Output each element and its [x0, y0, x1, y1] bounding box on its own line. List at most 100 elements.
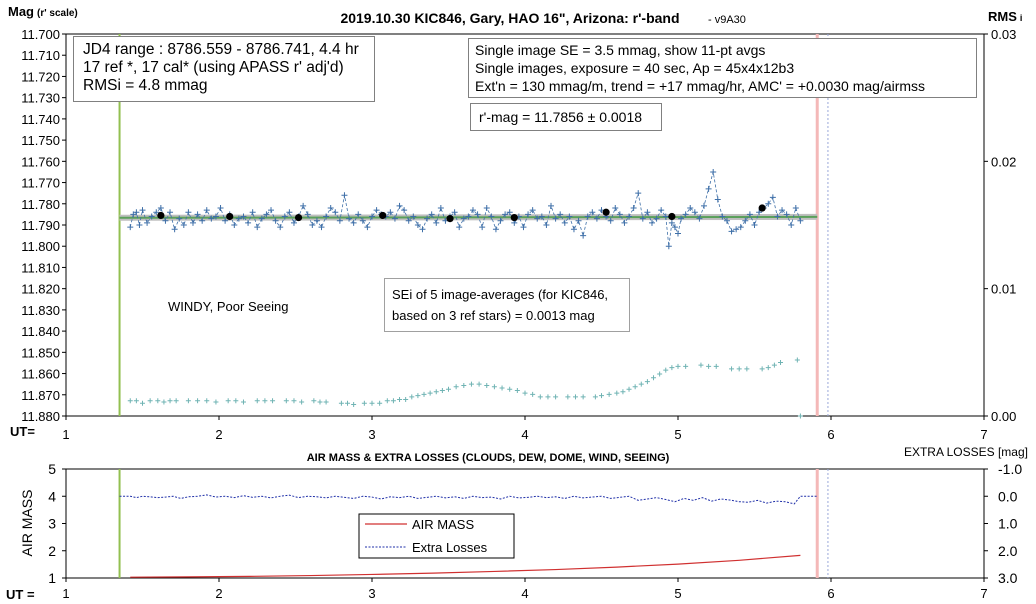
bottom-x-tick-label: 7: [980, 586, 987, 601]
avg-point: [758, 204, 766, 212]
bottom-x-tick-label: 3: [368, 586, 375, 601]
mag-point: [648, 219, 655, 226]
bottom-y-right-tick-label: 2.0: [998, 543, 1018, 559]
mag-point: [180, 222, 187, 228]
mag-point: [410, 213, 417, 220]
rms-point: [384, 398, 390, 404]
rms-point: [545, 394, 551, 400]
legend-airmass-label: AIR MASS: [412, 517, 474, 532]
top-x-tick-label: 7: [980, 427, 987, 442]
mag-point: [612, 205, 619, 212]
rms-point: [476, 381, 482, 387]
bottom-y-right-tick-label: 0.0: [998, 488, 1018, 504]
top-chart-title: 2019.10.30 KIC846, Gary, HAO 16", Arizon…: [340, 10, 679, 26]
bottom-y-right-axis-label: EXTRA LOSSES [mag]: [904, 445, 1028, 459]
rms-point: [484, 382, 490, 388]
mag-point: [742, 217, 749, 224]
mag-point: [675, 230, 681, 237]
sei-line-1: SEi of 5 image-averages (for KIC846,: [392, 287, 609, 302]
mag-point: [723, 217, 730, 224]
avg-point: [602, 208, 610, 216]
rms-point: [345, 400, 351, 406]
mag-point: [746, 211, 753, 218]
mag-point: [774, 213, 781, 220]
bottom-y-right-tick-label: -1.0: [998, 461, 1022, 477]
rms-point: [530, 391, 536, 397]
rms-point: [698, 362, 704, 368]
top-y-tick-label: 11.720: [21, 69, 60, 84]
mag-point: [245, 219, 252, 226]
mag-point: [769, 194, 776, 201]
rms-point: [270, 398, 276, 404]
mag-point: [662, 213, 669, 220]
top-x-tick-label: 4: [521, 427, 528, 442]
rms-point: [155, 398, 161, 404]
rms-point: [409, 394, 415, 400]
mag-point: [543, 222, 550, 228]
mag-point: [465, 213, 472, 220]
mag-point: [162, 217, 169, 224]
top-x-tick-label: 2: [215, 427, 222, 442]
mag-point: [691, 209, 698, 216]
mag-point: [433, 219, 440, 226]
top-y-tick-label: 11.870: [21, 388, 60, 403]
rms-point: [729, 366, 735, 372]
mag-point: [705, 185, 712, 192]
mag-point: [765, 200, 772, 207]
mag-point: [249, 209, 256, 216]
rms-point: [638, 381, 644, 387]
mag-point: [240, 213, 247, 220]
mag-point: [701, 202, 708, 209]
sei-box: SEi of 5 image-averages (for KIC846, bas…: [384, 278, 630, 332]
mag-point: [387, 209, 394, 216]
mag-point: [626, 213, 633, 220]
mag-point: [728, 228, 735, 235]
mag-point: [584, 213, 591, 220]
legend-extra-losses-label: Extra Losses: [412, 540, 488, 555]
rms-point: [461, 382, 467, 388]
rms-point: [514, 388, 520, 394]
mag-point: [171, 226, 178, 233]
mag-point: [488, 213, 495, 220]
mag-point: [277, 224, 284, 231]
mag-point: [405, 217, 412, 224]
bottom-y-tick-label: 5: [48, 461, 56, 477]
mag-point: [552, 215, 559, 222]
rms-point: [675, 363, 681, 369]
mag-point: [396, 202, 403, 209]
rms-point: [499, 385, 505, 391]
mag-point: [696, 215, 703, 222]
mag-point: [779, 207, 786, 214]
mag-point: [497, 217, 504, 224]
extinction-text: Ext'n = 130 mmag/m, trend = +17 mmag/hr,…: [475, 78, 926, 94]
mag-point: [710, 168, 717, 175]
mag-point: [414, 222, 421, 228]
rms-point: [453, 384, 459, 390]
rms-point: [421, 391, 427, 397]
bottom-x-tick-label: 4: [521, 586, 528, 601]
mag-point: [268, 207, 275, 214]
bottom-y-tick-label: 2: [48, 543, 56, 559]
mag-point: [570, 226, 577, 233]
mag-point: [254, 224, 261, 231]
rms-point: [397, 396, 403, 402]
mag-point: [189, 219, 196, 226]
rms-point: [254, 398, 260, 404]
rms-point: [580, 394, 586, 400]
top-y-tick-label: 11.830: [21, 303, 60, 318]
rms-point: [403, 396, 409, 402]
sei-line-2: based on 3 ref stars) = 0.0013 mag: [392, 308, 595, 323]
mag-point: [797, 217, 804, 224]
top-y-tick-label: 11.710: [21, 48, 60, 63]
mag-point: [451, 209, 458, 216]
rms-point: [323, 399, 329, 405]
rmag-box: r'-mag = 11.7856 ± 0.0018: [470, 103, 662, 131]
rms-point: [522, 390, 528, 396]
mag-point: [318, 224, 325, 231]
mag-point: [359, 217, 366, 224]
rms-point: [797, 413, 803, 419]
avg-point: [226, 212, 234, 221]
avg-point: [379, 211, 387, 220]
mag-point: [167, 209, 174, 216]
top-y-tick-label: 11.810: [21, 260, 60, 275]
